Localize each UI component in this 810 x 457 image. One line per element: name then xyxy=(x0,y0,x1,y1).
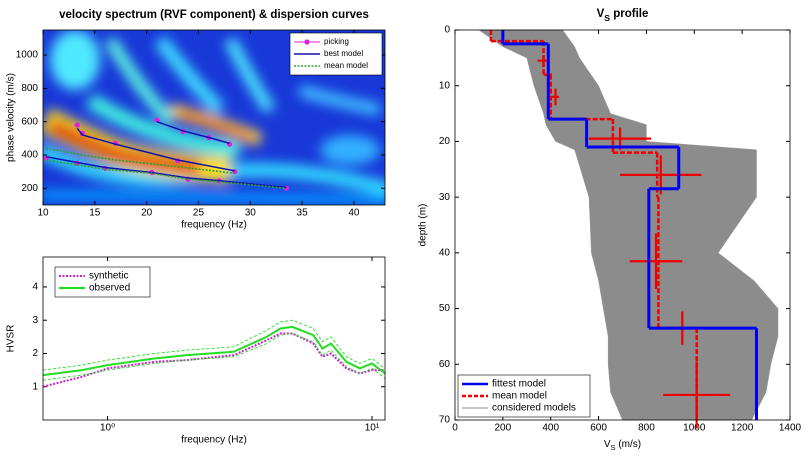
legend-label: observed xyxy=(89,283,130,294)
legend-box xyxy=(54,266,151,298)
y-tick-label: 70 xyxy=(439,415,451,426)
y-axis-label: depth (m) xyxy=(418,204,429,247)
considered-models-band xyxy=(478,29,779,421)
picking-point xyxy=(283,185,290,191)
x-tick-label: 1000 xyxy=(683,423,706,434)
x-tick-label: 10 xyxy=(37,208,49,219)
x-tick-label: 20 xyxy=(141,208,153,219)
legend-label: best model xyxy=(324,49,363,58)
y-tick-label: 60 xyxy=(439,359,451,370)
x-tick-label: 15 xyxy=(89,208,101,219)
chart-title-rest: profile xyxy=(610,8,648,20)
legend-label: picking xyxy=(324,37,349,46)
y-tick-label: 30 xyxy=(439,192,451,203)
x-axis-label: frequency (Hz) xyxy=(181,220,247,231)
x-tick-label: 1400 xyxy=(779,423,802,434)
y-tick-label: 40 xyxy=(439,247,451,258)
x-tick-label: 200 xyxy=(495,423,512,434)
x-tick-label: 25 xyxy=(193,208,205,219)
chart-title: VS profile xyxy=(597,8,649,23)
chart-title-sub: S xyxy=(604,13,610,23)
x-axis-label: frequency (Hz) xyxy=(181,435,247,446)
legend-label: considered models xyxy=(492,403,576,414)
x-tick-label: 30 xyxy=(245,208,257,219)
y-axis-label: HVSR xyxy=(6,325,17,353)
hvsr-curve xyxy=(42,332,385,388)
chart-title: velocity spectrum (RVF component) & disp… xyxy=(59,9,369,21)
y-tick-label: 400 xyxy=(21,150,38,161)
x-axis-label-rest: (m/s) xyxy=(616,439,642,450)
picking-point xyxy=(74,122,80,128)
plot-frame xyxy=(42,256,386,421)
x-axis-label: VS (m/s) xyxy=(604,439,641,453)
y-tick-label: 50 xyxy=(439,303,451,314)
legend-marker xyxy=(304,39,310,45)
y-tick-label: 20 xyxy=(439,136,451,147)
y-tick-label: 200 xyxy=(21,183,38,194)
y-tick-label: 3 xyxy=(32,315,38,326)
y-tick-label: 1 xyxy=(32,381,38,392)
x-axis-label-main: V xyxy=(604,439,611,450)
dispersion-curve xyxy=(45,147,287,190)
y-tick-label: 1000 xyxy=(16,50,39,61)
legend-label: mean model xyxy=(324,61,368,70)
legend-label: mean model xyxy=(492,391,547,402)
y-tick-label: 800 xyxy=(21,83,38,94)
hvsr-curve xyxy=(42,325,386,377)
y-axis-label: phase velocity (m/s) xyxy=(6,73,17,162)
plot-frame xyxy=(42,29,386,206)
chart-title-main: V xyxy=(597,8,605,20)
y-tick-label: 600 xyxy=(21,116,38,127)
x-tick-label: 600 xyxy=(590,423,607,434)
y-tick-label: 0 xyxy=(444,25,450,36)
y-tick-label: 4 xyxy=(32,282,38,293)
x-tick-label: 800 xyxy=(638,423,655,434)
x-tick-label: 1200 xyxy=(731,423,754,434)
x-tick-label: 40 xyxy=(348,208,360,219)
y-tick-label: 2 xyxy=(32,348,38,359)
x-tick-label: 10⁰ xyxy=(100,423,115,434)
legend-label: synthetic xyxy=(89,271,128,282)
x-tick-label: 10¹ xyxy=(365,423,380,434)
picking-point xyxy=(154,117,160,123)
legend-label: fittest model xyxy=(492,379,546,390)
x-tick-label: 35 xyxy=(297,208,309,219)
x-tick-label: 0 xyxy=(452,423,458,434)
y-tick-label: 10 xyxy=(439,80,451,91)
hvsr-bound xyxy=(42,319,386,371)
plot-frame xyxy=(454,29,791,421)
x-tick-label: 400 xyxy=(542,423,559,434)
x-axis-label-sub: S xyxy=(611,443,616,452)
